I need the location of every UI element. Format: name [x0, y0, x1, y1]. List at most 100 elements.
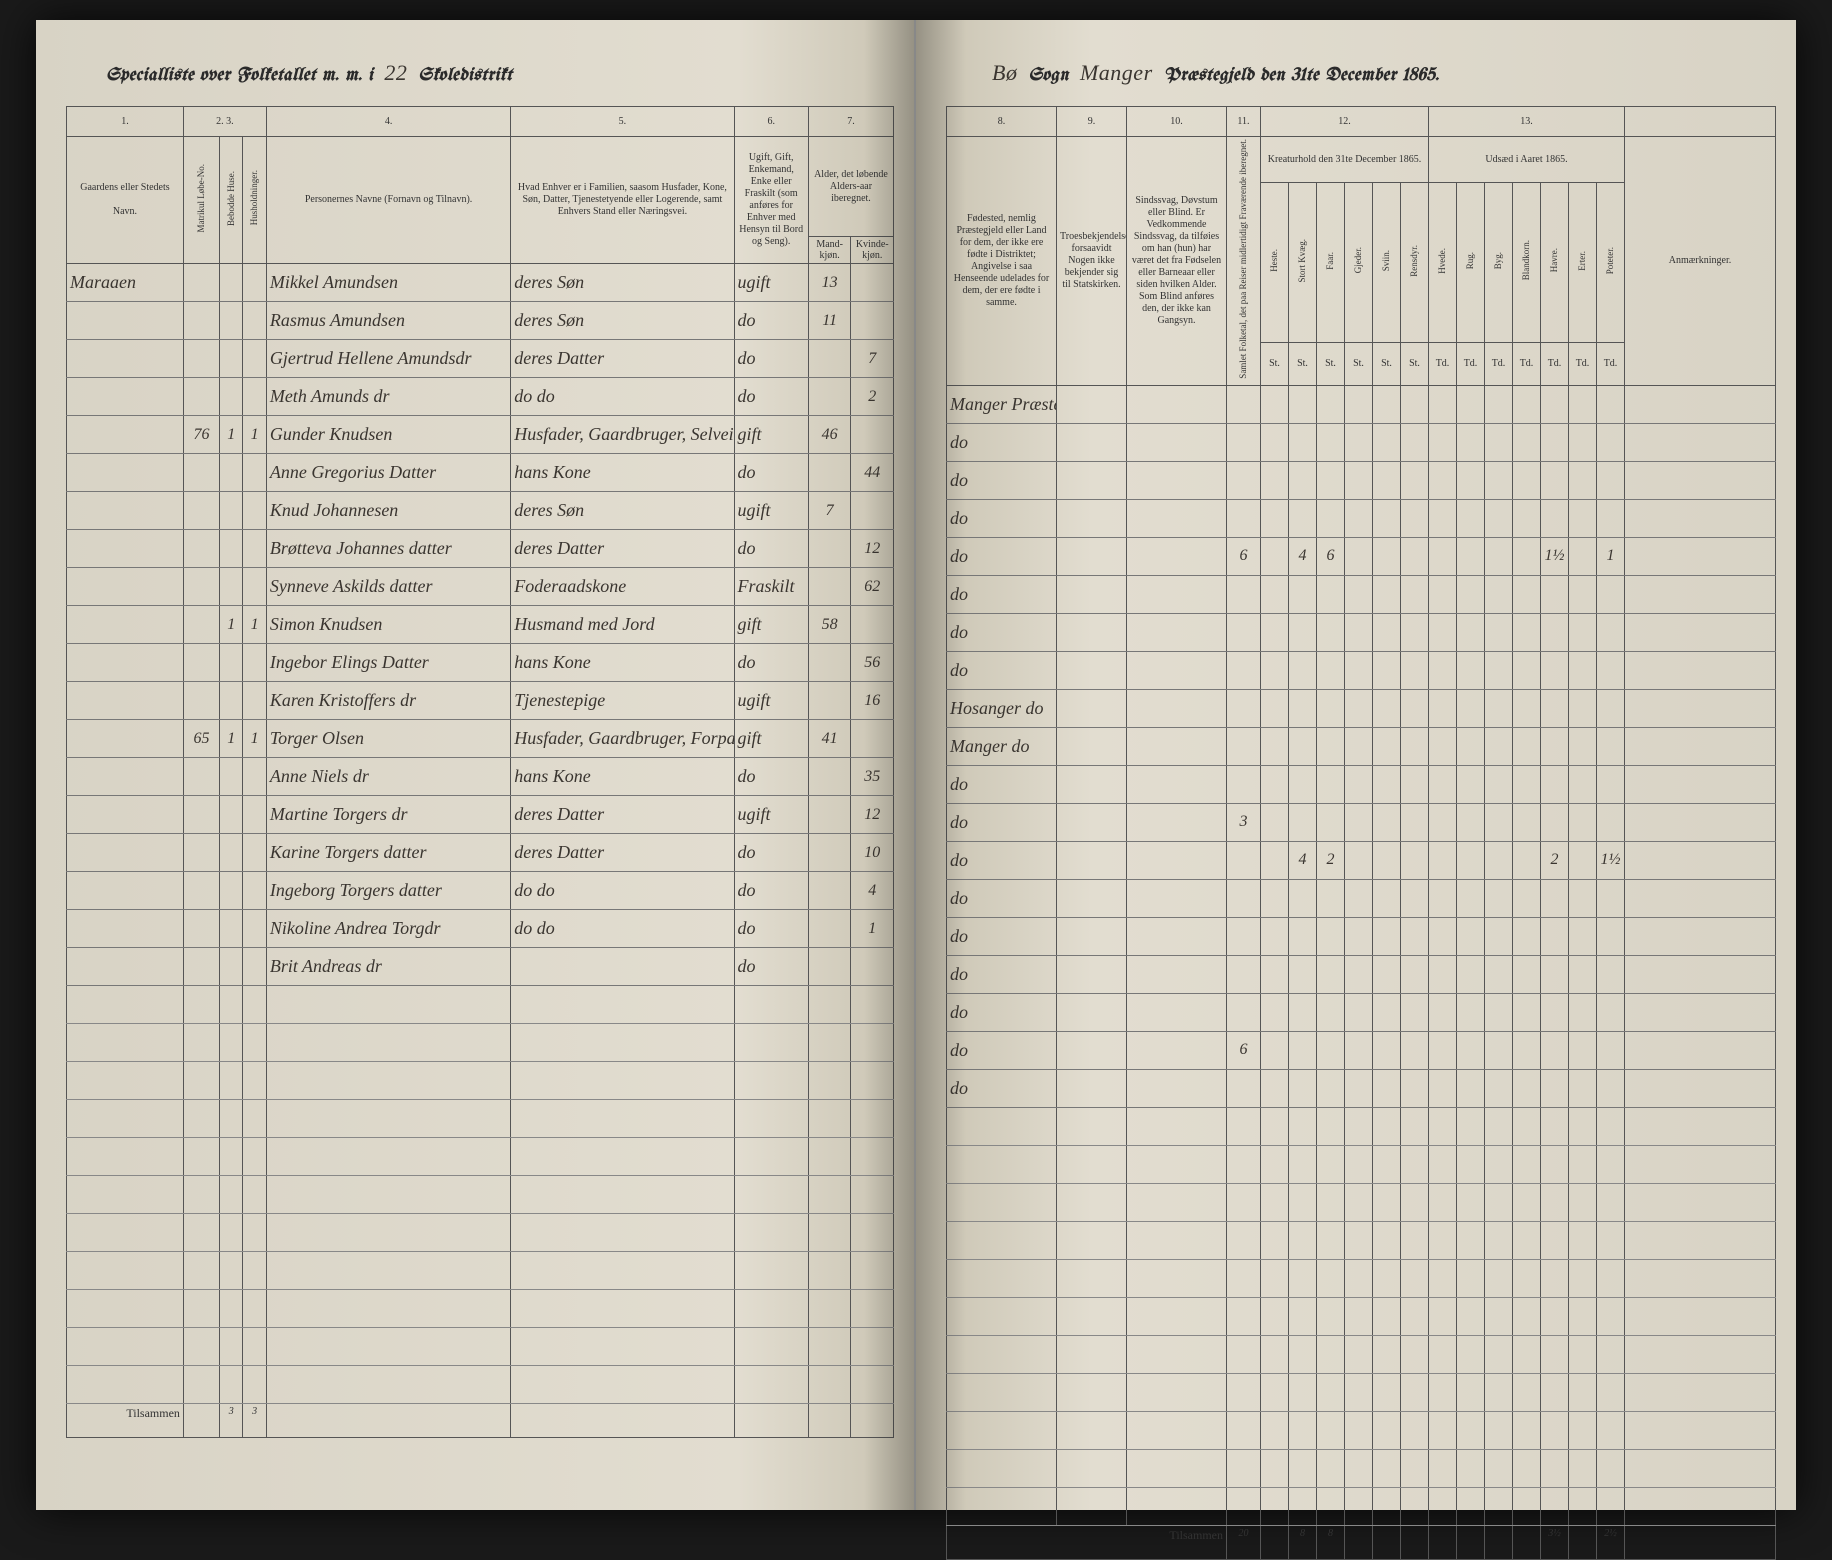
cell-r8 [1373, 803, 1401, 841]
cell-r6 [1317, 803, 1345, 841]
cell-m [808, 378, 851, 416]
cell-stat: Fraskilt [734, 568, 808, 606]
cell-r6: 2 [1317, 841, 1345, 879]
table-row: do [947, 879, 1776, 917]
col13-label: Udsæd i Aaret 1865. [1429, 137, 1625, 183]
cell-k [851, 264, 894, 302]
cell-r14 [1541, 1069, 1569, 1107]
col7b-label: Kvinde-kjøn. [851, 237, 894, 264]
cell-r5: 4 [1289, 537, 1317, 575]
cell-r4 [1261, 727, 1289, 765]
table-row: do [947, 917, 1776, 955]
cell-name: Karen Kristoffers dr [266, 682, 510, 720]
cell-r15 [1569, 689, 1597, 727]
cell-r2 [1127, 499, 1227, 537]
district-no: 22 [378, 60, 413, 85]
cell-r3 [1227, 841, 1261, 879]
cell-r8 [1373, 993, 1401, 1031]
cell-r0: Hosanger do [947, 689, 1057, 727]
empty-row [67, 1100, 894, 1138]
cell-r1 [1057, 765, 1127, 803]
cell-r12 [1485, 651, 1513, 689]
cell-r17 [1625, 765, 1776, 803]
cell-r15 [1569, 803, 1597, 841]
col1-label: Gaardens eller Stedets Navn. [67, 137, 184, 264]
cell-r11 [1457, 575, 1485, 613]
cell-r4 [1261, 955, 1289, 993]
cell-r14 [1541, 385, 1569, 423]
ledger-table-right: 8. 9. 10. 11. 12. 13. Fødested, nemlig P… [946, 106, 1776, 1560]
cell-r17 [1625, 651, 1776, 689]
cell-r8 [1373, 461, 1401, 499]
cell-mno [183, 530, 219, 568]
cell-name: Meth Amunds dr [266, 378, 510, 416]
cell-r2 [1127, 613, 1227, 651]
cell-r9 [1401, 841, 1429, 879]
cell-mno [183, 302, 219, 340]
cell-gaard [67, 530, 184, 568]
cell-name: Ingebor Elings Datter [266, 644, 510, 682]
cell-r2 [1127, 1031, 1227, 1069]
col23-num: 2. 3. [183, 107, 266, 137]
cell-k: 62 [851, 568, 894, 606]
empty-row [67, 1062, 894, 1100]
cell-r16 [1597, 461, 1625, 499]
cell-r1 [1057, 385, 1127, 423]
cell-r7 [1345, 537, 1373, 575]
empty-row [947, 1297, 1776, 1335]
empty-row [67, 1176, 894, 1214]
cell-r14 [1541, 803, 1569, 841]
cell-k: 16 [851, 682, 894, 720]
cell-r7 [1345, 461, 1373, 499]
cell-r16 [1597, 727, 1625, 765]
cell-r14 [1541, 461, 1569, 499]
cell-m [808, 872, 851, 910]
cell-m [808, 834, 851, 872]
cell-r3 [1227, 993, 1261, 1031]
cell-r2 [1127, 385, 1227, 423]
livestock-hdr: Stort Kvæg. [1289, 183, 1317, 343]
cell-r13 [1513, 765, 1541, 803]
cell-mno [183, 606, 219, 644]
cell-r17 [1625, 537, 1776, 575]
cell-r4 [1261, 765, 1289, 803]
cell-r6 [1317, 613, 1345, 651]
cell-r17 [1625, 803, 1776, 841]
table-row: do [947, 955, 1776, 993]
cell-r8 [1373, 765, 1401, 803]
table-row: do3 [947, 803, 1776, 841]
cell-r14 [1541, 879, 1569, 917]
cell-r3: 3 [1227, 803, 1261, 841]
cell-r4 [1261, 613, 1289, 651]
col9-num: 9. [1057, 107, 1127, 137]
cell-r13 [1513, 613, 1541, 651]
col4-label: Personernes Navne (Fornavn og Tilnavn). [266, 137, 510, 264]
cell-stat: ugift [734, 682, 808, 720]
cell-r5 [1289, 575, 1317, 613]
cell-pos: hans Kone [511, 454, 734, 492]
cell-name: Simon Knudsen [266, 606, 510, 644]
cell-r8 [1373, 955, 1401, 993]
cell-r12 [1485, 575, 1513, 613]
cell-r0: do [947, 955, 1057, 993]
cell-r15 [1569, 385, 1597, 423]
cell-r14 [1541, 689, 1569, 727]
cell-r1 [1057, 1069, 1127, 1107]
cell-stat: do [734, 644, 808, 682]
cell-hh [243, 302, 266, 340]
cell-k: 7 [851, 340, 894, 378]
cell-r14 [1541, 765, 1569, 803]
cell-stat: do [734, 454, 808, 492]
cell-r16: 1 [1597, 537, 1625, 575]
cell-r6 [1317, 993, 1345, 1031]
cell-r12 [1485, 499, 1513, 537]
crop-hdr: Hvede. [1429, 183, 1457, 343]
livestock-hdr: Faar. [1317, 183, 1345, 343]
cell-name: Knud Johannesen [266, 492, 510, 530]
cell-r12 [1485, 613, 1513, 651]
cell-r2 [1127, 727, 1227, 765]
empty-row [947, 1487, 1776, 1525]
col8-num: 8. [947, 107, 1057, 137]
col10-label: Sindssvag, Døvstum eller Blind. Er Vedko… [1127, 137, 1227, 386]
cell-k: 1 [851, 910, 894, 948]
